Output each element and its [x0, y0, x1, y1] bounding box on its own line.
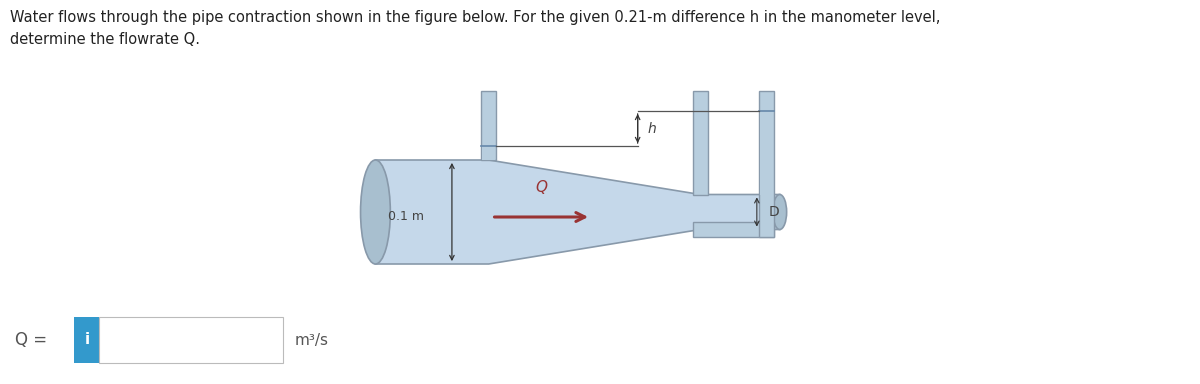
- Bar: [74, 317, 100, 363]
- Polygon shape: [376, 160, 780, 264]
- Bar: [692, 222, 774, 237]
- Text: Q: Q: [535, 180, 547, 195]
- Text: Q =: Q =: [14, 331, 47, 349]
- Text: 0.1 m: 0.1 m: [388, 210, 424, 223]
- Text: m³/s: m³/s: [295, 333, 329, 348]
- Bar: [760, 91, 774, 237]
- Ellipse shape: [773, 195, 787, 230]
- Bar: [100, 317, 283, 363]
- Ellipse shape: [360, 160, 390, 264]
- Bar: [692, 91, 708, 195]
- Bar: [481, 91, 496, 160]
- Text: D: D: [769, 205, 780, 219]
- Text: Water flows through the pipe contraction shown in the figure below. For the give: Water flows through the pipe contraction…: [10, 10, 941, 46]
- Bar: [760, 111, 774, 195]
- Text: i: i: [84, 333, 90, 348]
- Bar: [482, 146, 496, 160]
- Text: h: h: [648, 121, 656, 136]
